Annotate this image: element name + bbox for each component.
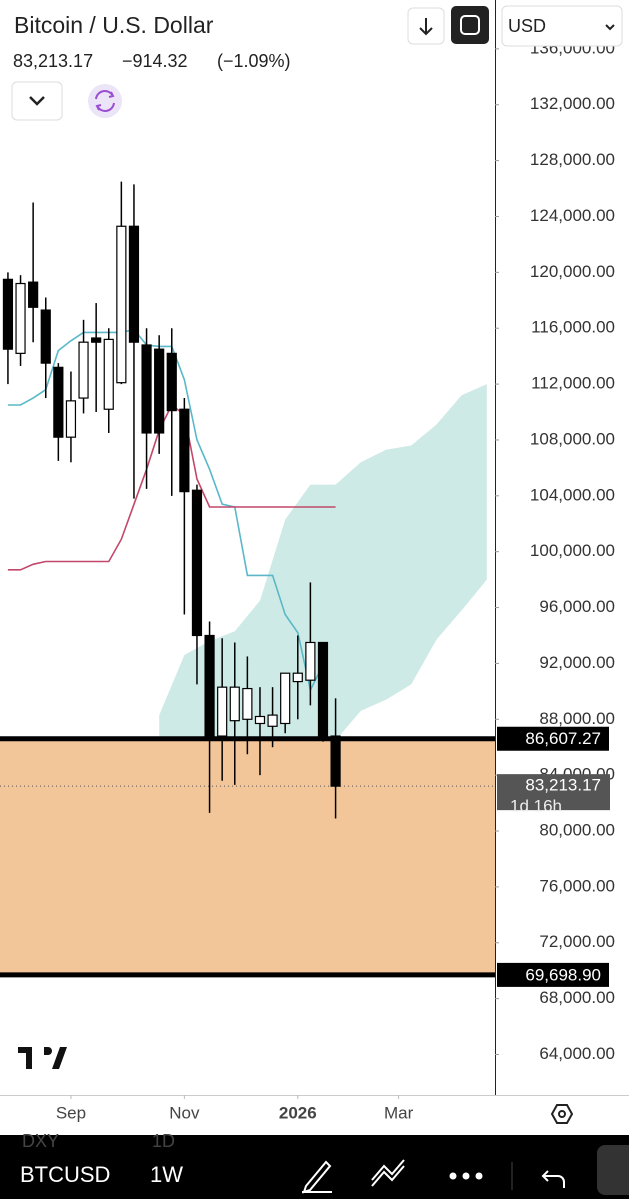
collapse-icon <box>29 96 45 106</box>
y-tick-label: 80,000.00 <box>539 821 615 840</box>
last-price: 83,213.17 <box>13 51 93 71</box>
price-change-pct: (−1.09%) <box>217 51 291 71</box>
candle-body <box>65 400 77 438</box>
x-tick-label: Sep <box>56 1103 86 1122</box>
y-tick-label: 128,000.00 <box>530 150 615 169</box>
y-tick-label: 108,000.00 <box>530 429 615 448</box>
candle-body <box>78 341 89 399</box>
fullscreen-icon <box>460 15 480 35</box>
sync-icon <box>95 90 115 112</box>
y-tick-label: 76,000.00 <box>539 876 615 895</box>
countdown-label: 1d 16h <box>510 797 562 816</box>
candle-body <box>116 225 127 384</box>
indicator-line <box>7 328 324 693</box>
candle-body <box>204 634 215 737</box>
candle-body <box>191 489 203 637</box>
price-axis: 136,000.00132,000.00128,000.00124,000.00… <box>495 38 615 1063</box>
y-tick-label: 88,000.00 <box>539 709 615 728</box>
candle-body <box>317 641 329 737</box>
select-caret <box>605 24 615 31</box>
candle-body <box>305 641 316 681</box>
time-axis-bg <box>0 1095 629 1135</box>
faded-interval: 1D <box>152 1131 175 1151</box>
candle-body <box>28 281 39 308</box>
candle-body <box>217 686 228 737</box>
level-label: 86,607.27 <box>525 729 601 748</box>
y-tick-label: 72,000.00 <box>539 932 615 951</box>
more-button[interactable] <box>449 1172 483 1180</box>
indicators-button[interactable] <box>371 1159 405 1187</box>
price-change: −914.32 <box>122 51 188 71</box>
level-label: 69,698.90 <box>525 965 601 984</box>
candle-body <box>15 282 26 354</box>
level-label-bg <box>497 726 609 751</box>
candle-body <box>330 735 341 787</box>
candle-body <box>53 366 64 438</box>
y-tick-label: 68,000.00 <box>539 988 615 1007</box>
x-tick-label: Mar <box>384 1103 414 1122</box>
download-icon <box>419 18 433 36</box>
candle-body <box>103 338 114 410</box>
y-tick-label: 100,000.00 <box>530 541 615 560</box>
faded-symbol: DXY <box>22 1131 59 1151</box>
y-tick-label: 112,000.00 <box>531 374 615 393</box>
x-tick-label: 2026 <box>279 1103 317 1122</box>
cloud <box>159 384 487 741</box>
candle-body <box>280 672 291 725</box>
plot-area <box>0 181 495 978</box>
candle-body <box>229 686 240 722</box>
candle-body <box>254 715 266 725</box>
last-price-label-bg <box>497 774 610 811</box>
candle-body <box>267 714 278 727</box>
candle-body <box>141 344 152 434</box>
bottom-toolbar <box>0 1135 629 1199</box>
collapse-button[interactable] <box>11 81 63 121</box>
settings-icon <box>558 1110 566 1118</box>
symbol-button[interactable]: BTCUSD <box>20 1162 110 1187</box>
symbol-title: Bitcoin / U.S. Dollar <box>14 12 214 38</box>
last-price-label: 83,213.17 <box>525 776 601 795</box>
y-tick-label: 116,000.00 <box>531 318 615 337</box>
settings-button[interactable] <box>550 1104 574 1124</box>
candle-body <box>166 352 177 412</box>
sync-button[interactable] <box>88 84 122 118</box>
y-tick-label: 120,000.00 <box>530 262 615 281</box>
y-tick-label: 124,000.00 <box>530 206 615 225</box>
undo-button[interactable] <box>541 1170 565 1188</box>
candle-body <box>2 278 14 350</box>
y-tick-label: 96,000.00 <box>539 597 615 616</box>
candle-body <box>40 309 51 364</box>
y-tick-label: 92,000.00 <box>539 653 615 672</box>
candle-body <box>179 408 190 493</box>
draw-button[interactable] <box>302 1160 332 1194</box>
y-tick-label: 64,000.00 <box>539 1044 615 1063</box>
y-tick-label: 132,000.00 <box>530 94 615 113</box>
candle-body <box>154 348 165 434</box>
y-tick-label: 104,000.00 <box>530 485 615 504</box>
x-tick-label: Nov <box>169 1103 200 1122</box>
level-label-bg <box>497 962 609 987</box>
candle-body <box>91 337 102 343</box>
currency-select[interactable] <box>501 5 623 47</box>
candle-body <box>242 687 253 720</box>
currency-label: USD <box>508 16 546 36</box>
fullscreen-button[interactable] <box>451 6 489 44</box>
candle-body <box>292 672 303 683</box>
interval-button[interactable]: 1W <box>150 1162 183 1187</box>
candle-body <box>128 225 140 343</box>
time-axis: Sep Nov 2026 Mar <box>56 1095 414 1122</box>
extra-button[interactable] <box>597 1145 629 1195</box>
zone <box>0 738 495 975</box>
tv-logo <box>18 1047 67 1069</box>
